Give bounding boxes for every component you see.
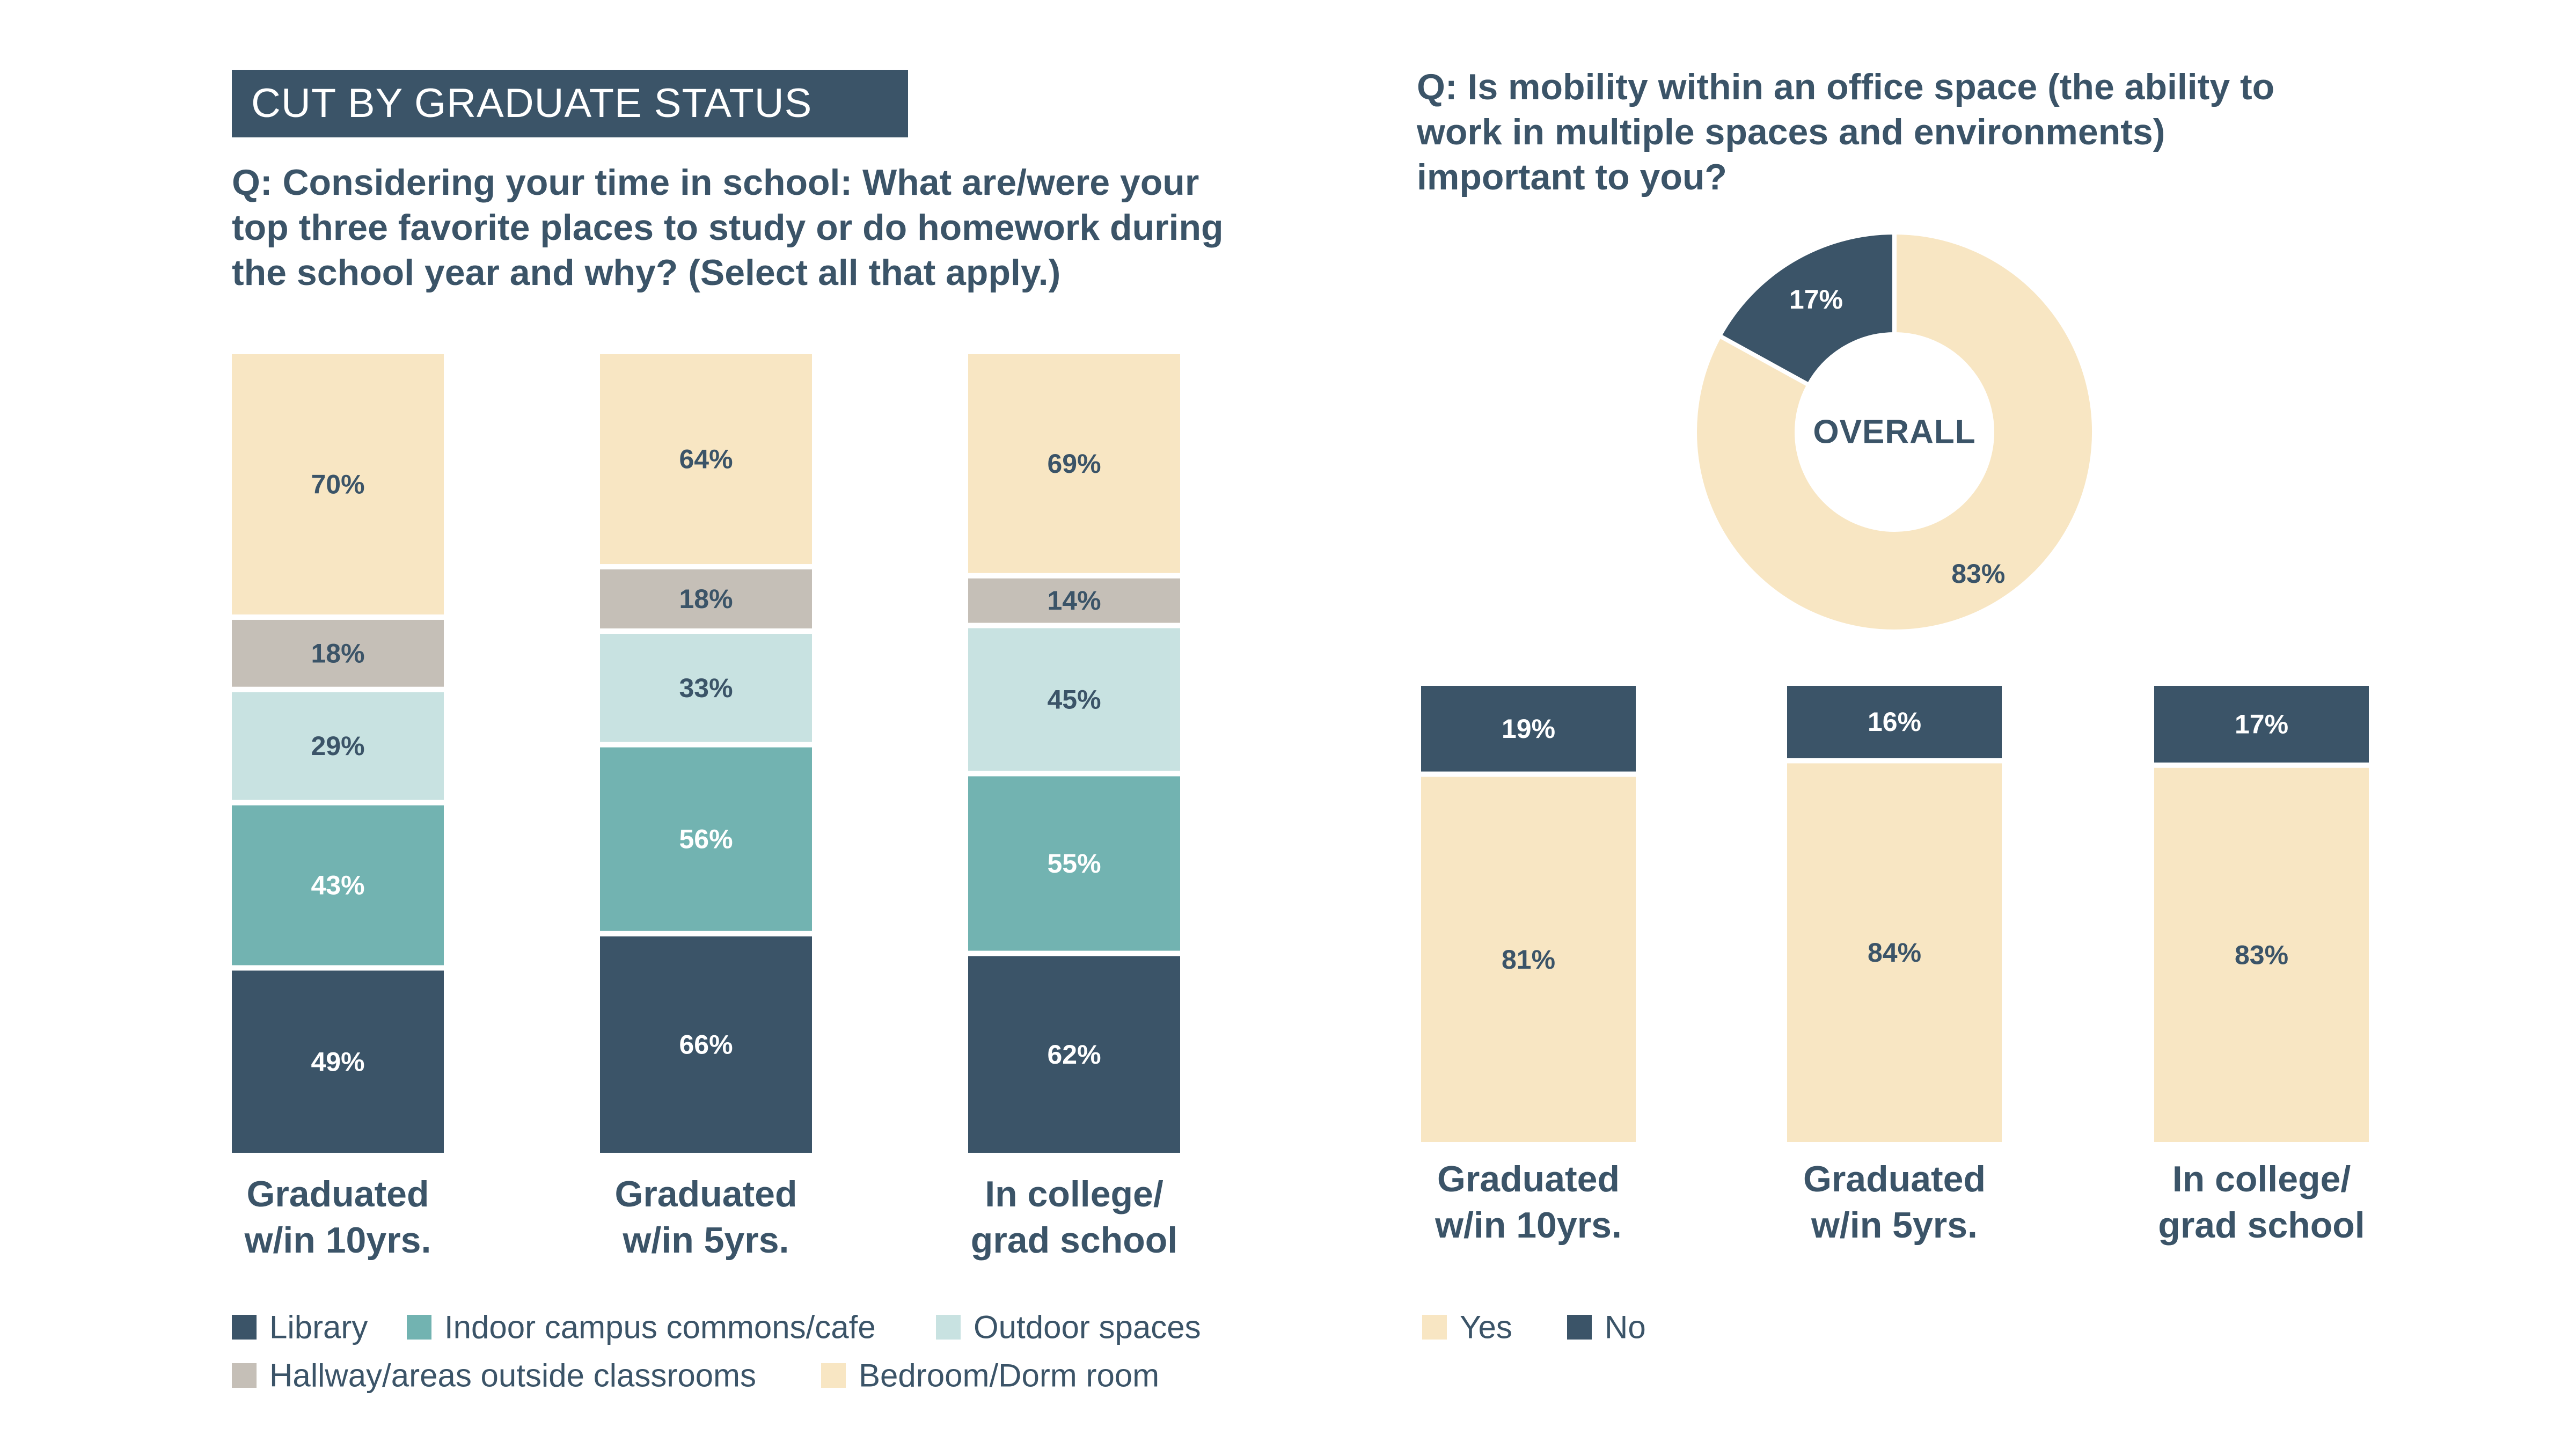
legend-label: Bedroom/Dorm room <box>859 1358 1159 1394</box>
data-label: 83% <box>2235 940 2288 970</box>
legend-swatch-library <box>232 1315 257 1340</box>
legend-swatch-yes <box>1422 1315 1447 1340</box>
bar-segment-indoor-campus-commons-cafe <box>968 776 1180 951</box>
category-label: Graduated w/in 5yrs. <box>1803 1159 1986 1246</box>
bar-segment-yes <box>2154 767 2369 1142</box>
data-label: 55% <box>1047 848 1101 879</box>
legend-label: Indoor campus commons/cafe <box>444 1309 876 1345</box>
donut-slice-no <box>1716 230 1897 388</box>
legend-label: No <box>1605 1309 1646 1345</box>
legend-swatch-bedroom-dorm-room <box>821 1363 846 1388</box>
data-label: 16% <box>1868 707 1921 737</box>
donut-label: 17% <box>1789 284 1843 314</box>
donut-center-label: OVERALL <box>1813 414 1975 451</box>
data-label: 18% <box>311 638 364 668</box>
bar-segment-hallway-areas-outside-classrooms <box>600 569 812 628</box>
bar-segment-no <box>1787 686 2002 758</box>
data-label: 45% <box>1047 685 1101 715</box>
data-label: 33% <box>679 673 733 703</box>
legend-swatch-outdoor-spaces <box>936 1315 961 1340</box>
right-question: Q: Is mobility within an office space (t… <box>1417 64 2329 200</box>
bar-segment-hallway-areas-outside-classrooms <box>968 578 1180 623</box>
bar-segment-yes <box>1787 763 2002 1142</box>
section-banner: CUT BY GRADUATE STATUS <box>232 70 908 137</box>
legend-swatch-hallway-areas-outside-classrooms <box>232 1363 257 1388</box>
data-label: 43% <box>311 870 364 901</box>
bar-segment-no <box>2154 686 2369 763</box>
donut-label: 83% <box>1951 559 2005 589</box>
legend-swatch-no <box>1567 1315 1592 1340</box>
data-label: 62% <box>1047 1040 1101 1070</box>
data-label: 81% <box>1502 945 1555 975</box>
bar-segment-outdoor-spaces <box>600 633 812 742</box>
data-label: 49% <box>311 1046 364 1077</box>
legend-label: Outdoor spaces <box>974 1309 1201 1345</box>
data-label: 18% <box>679 584 733 614</box>
bar-segment-indoor-campus-commons-cafe <box>600 747 812 931</box>
bar-segment-library <box>232 970 444 1153</box>
bar-segment-bedroom-dorm-room <box>968 354 1180 573</box>
question-text: Is mobility within an office space (the … <box>1417 67 2275 197</box>
bar-segment-bedroom-dorm-room <box>600 354 812 565</box>
bar-segment-yes <box>1421 777 1636 1142</box>
data-label: 17% <box>2235 709 2288 739</box>
category-label: Graduated w/in 10yrs. <box>244 1174 431 1261</box>
data-label: 66% <box>679 1029 733 1059</box>
left-question: Q: Considering your time in school: What… <box>232 160 1252 295</box>
data-label: 14% <box>1047 586 1101 616</box>
bar-segment-bedroom-dorm-room <box>232 354 444 614</box>
category-label: In college/grad school <box>971 1174 1177 1261</box>
bar-segment-outdoor-spaces <box>232 692 444 800</box>
data-label: 64% <box>679 444 733 474</box>
question-text: Considering your time in school: What ar… <box>232 162 1224 293</box>
bar-segment-library <box>600 936 812 1153</box>
data-label: 69% <box>1047 449 1101 479</box>
category-label: Graduated w/in 5yrs. <box>614 1174 797 1261</box>
bar-segment-library <box>968 956 1180 1153</box>
legend-swatch-indoor-campus-commons-cafe <box>407 1315 431 1340</box>
bar-segment-outdoor-spaces <box>968 628 1180 771</box>
legend-label: Hallway/areas outside classrooms <box>269 1358 756 1394</box>
data-label: 84% <box>1868 938 1921 968</box>
data-label: 56% <box>679 824 733 854</box>
legend-label: Yes <box>1460 1309 1512 1345</box>
data-label: 29% <box>311 731 364 761</box>
data-label: 19% <box>1502 714 1555 744</box>
question-marker: Q: <box>1417 67 1458 107</box>
category-label: In college/grad school <box>2158 1159 2365 1246</box>
bar-segment-indoor-campus-commons-cafe <box>232 805 444 965</box>
category-label: Graduated w/in 10yrs. <box>1435 1159 1622 1246</box>
legend-label: Library <box>269 1309 368 1345</box>
bar-segment-no <box>1421 686 1636 772</box>
bar-segment-hallway-areas-outside-classrooms <box>232 619 444 687</box>
question-marker: Q: <box>232 162 273 203</box>
data-label: 70% <box>311 469 364 499</box>
donut-slice-yes <box>1693 230 2096 634</box>
